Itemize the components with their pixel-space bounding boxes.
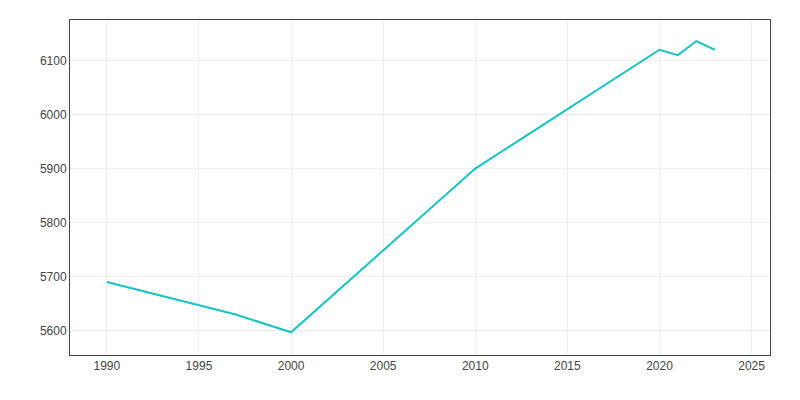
svg-text:5700: 5700 xyxy=(40,270,67,284)
svg-text:2010: 2010 xyxy=(462,359,489,373)
svg-text:1990: 1990 xyxy=(93,359,120,373)
svg-text:2020: 2020 xyxy=(646,359,673,373)
svg-text:5800: 5800 xyxy=(40,216,67,230)
svg-text:6000: 6000 xyxy=(40,108,67,122)
svg-text:5900: 5900 xyxy=(40,162,67,176)
svg-text:2015: 2015 xyxy=(554,359,581,373)
svg-text:2005: 2005 xyxy=(370,359,397,373)
svg-text:6100: 6100 xyxy=(40,54,67,68)
svg-text:1995: 1995 xyxy=(186,359,213,373)
svg-text:2000: 2000 xyxy=(278,359,305,373)
svg-text:5600: 5600 xyxy=(40,324,67,338)
svg-text:2025: 2025 xyxy=(738,359,765,373)
